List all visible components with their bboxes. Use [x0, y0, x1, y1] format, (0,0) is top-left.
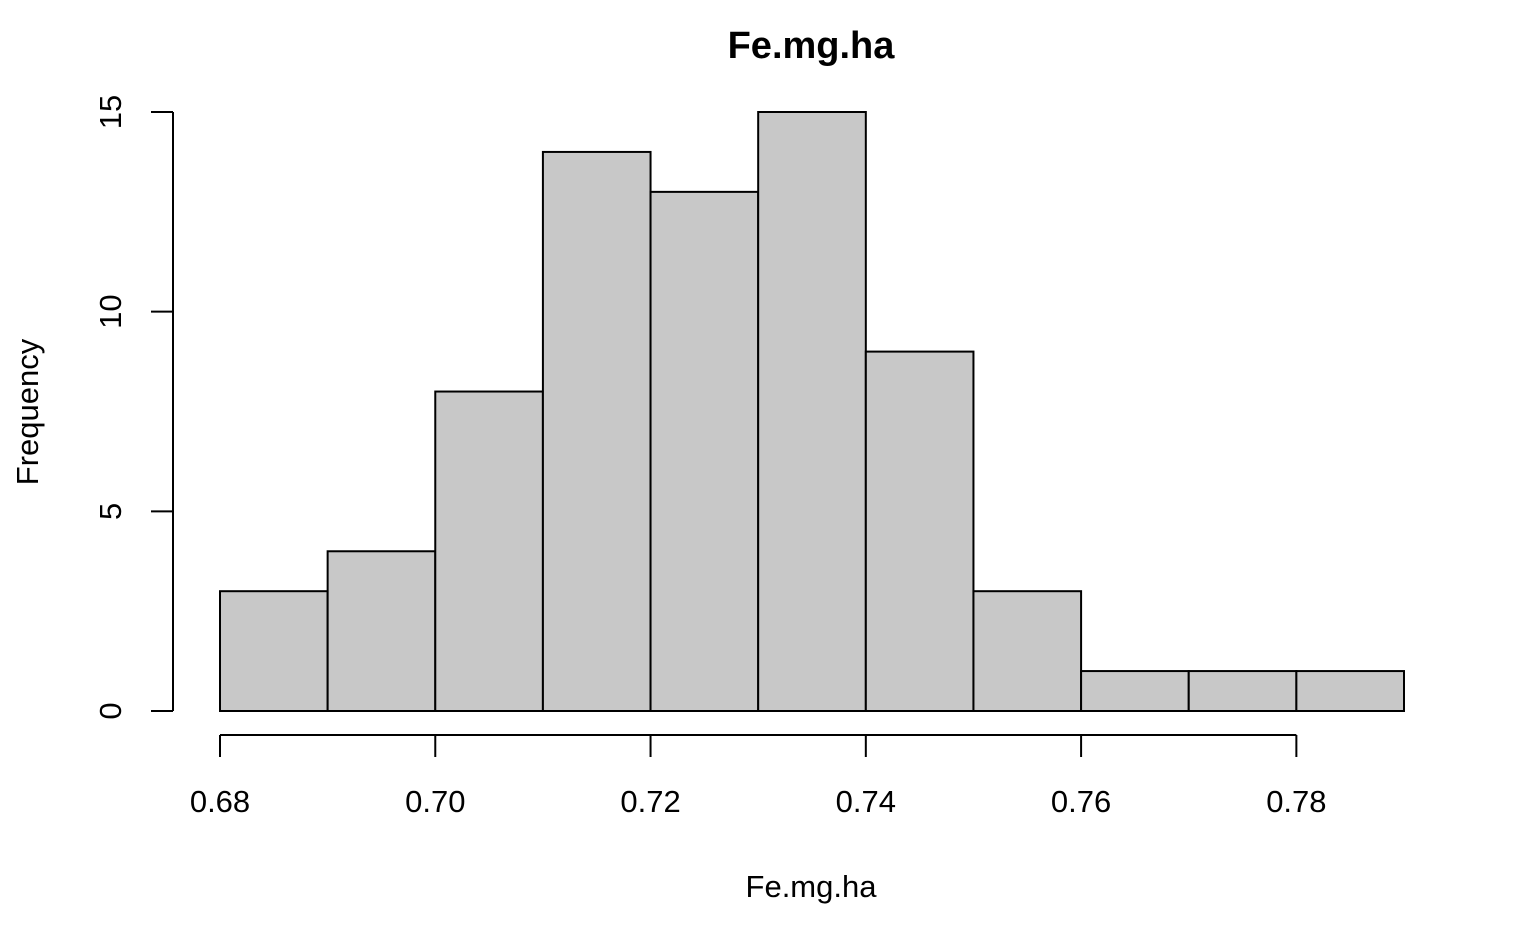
chart-title: Fe.mg.ha: [728, 25, 896, 67]
bar-3: [541, 150, 652, 712]
x-tick-label-2: 0.72: [620, 784, 680, 819]
bar-6: [864, 350, 975, 712]
x-tick-label-5: 0.78: [1266, 784, 1326, 819]
bar-7: [972, 590, 1083, 713]
x-tick-label-4: 0.76: [1051, 784, 1111, 819]
y-axis-label: Frequency: [10, 338, 45, 485]
y-tick-label-0: 0: [93, 702, 128, 719]
x-axis: 0.68 0.70 0.72 0.74 0.76 0.78: [190, 734, 1327, 819]
bars-group: [219, 111, 1406, 713]
y-tick-label-3: 15: [93, 95, 128, 129]
x-tick-label-3: 0.74: [836, 784, 896, 819]
y-axis: 0 5 10 15: [93, 95, 174, 720]
bar-10: [1295, 670, 1406, 712]
bar-4: [649, 190, 760, 713]
bar-5: [757, 111, 867, 712]
bar-0: [219, 590, 329, 713]
x-tick-label-1: 0.70: [405, 784, 465, 819]
bar-2: [434, 390, 544, 712]
bar-8: [1080, 670, 1190, 712]
y-tick-label-1: 5: [93, 503, 128, 520]
bar-1: [326, 550, 437, 712]
y-tick-label-2: 10: [93, 294, 128, 328]
x-axis-label: Fe.mg.ha: [746, 869, 878, 904]
x-tick-label-0: 0.68: [190, 784, 250, 819]
bar-9: [1187, 670, 1298, 712]
